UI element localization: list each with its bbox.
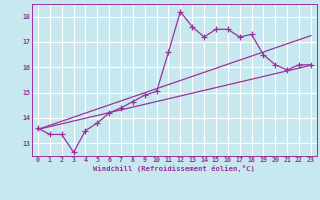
X-axis label: Windchill (Refroidissement éolien,°C): Windchill (Refroidissement éolien,°C) bbox=[93, 165, 255, 172]
